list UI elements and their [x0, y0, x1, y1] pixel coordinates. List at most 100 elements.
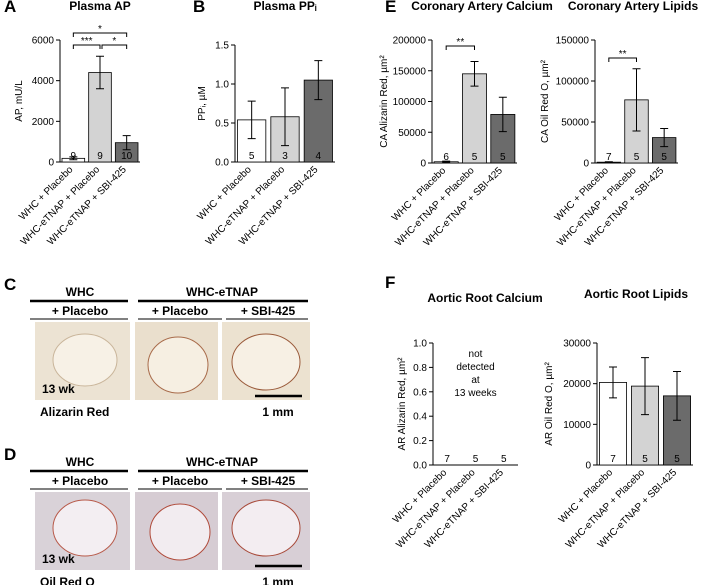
y-tick-label: 0.0: [215, 158, 229, 169]
panel-letter: B: [193, 0, 205, 16]
error-bar: [470, 61, 479, 87]
n-label: 5: [674, 454, 680, 465]
error-bar: [314, 60, 323, 101]
y-axis-label: PPᵢ, µM: [197, 86, 208, 121]
tissue: [149, 503, 211, 561]
n-label: 5: [661, 152, 667, 163]
treatment-label: + Placebo: [152, 474, 208, 488]
tissue: [147, 336, 209, 394]
group-label: WHC: [66, 285, 95, 299]
n-label: 6: [443, 152, 449, 163]
treatment-label: + SBI-425: [241, 304, 296, 318]
n-label: 10: [121, 151, 133, 162]
n-label: 5: [501, 454, 507, 465]
y-tick-label: 50000: [561, 118, 589, 129]
y-axis-label: AP, mU/L: [14, 80, 25, 122]
chart-title: Coronary Artery Lipids: [568, 0, 699, 13]
age-label: 13 wk: [42, 382, 75, 396]
annotation: at: [471, 375, 480, 386]
group-label: WHC-eTNAP: [186, 285, 258, 299]
y-tick-label: 200000: [393, 36, 427, 47]
significance-bracket: [72, 32, 128, 37]
significance-bracket: [101, 44, 128, 49]
error-bar: [442, 160, 451, 163]
y-tick-label: 0.5: [215, 119, 229, 130]
error-bar: [96, 55, 104, 90]
y-tick-label: 150000: [556, 36, 590, 47]
y-tick-label: 0.6: [413, 387, 427, 398]
y-tick-label: 100000: [393, 97, 427, 108]
age-label: 13 wk: [42, 552, 75, 566]
y-tick-label: 4000: [32, 76, 55, 87]
error-bar: [632, 68, 641, 132]
y-tick-label: 0: [583, 159, 589, 170]
panel-letter: A: [4, 0, 16, 16]
treatment-label: + Placebo: [152, 304, 208, 318]
error-bar: [498, 96, 507, 133]
y-tick-label: 1.0: [413, 339, 427, 350]
n-label: 7: [606, 152, 612, 163]
chart-title: Aortic Root Lipids: [584, 287, 688, 301]
chart-title: Coronary Artery Calcium: [411, 0, 553, 13]
y-tick-label: 20000: [563, 379, 591, 390]
error-bar: [122, 135, 131, 151]
y-axis-label: CA Alizarin Red, µm²: [379, 55, 390, 148]
scale-label: 1 mm: [262, 575, 293, 585]
n-label: 5: [634, 152, 640, 163]
y-tick-label: 0: [48, 158, 54, 169]
y-tick-label: 0.2: [413, 436, 427, 447]
n-label: 9: [97, 151, 103, 162]
n-label: 5: [500, 152, 506, 163]
y-tick-label: 100000: [556, 77, 590, 88]
significance-bracket: [608, 57, 637, 62]
annotation: detected: [456, 362, 494, 373]
annotation: not: [469, 349, 483, 360]
significance-bracket: [72, 44, 101, 49]
tissue: [231, 333, 301, 391]
significance-label: ***: [81, 36, 93, 47]
treatment-label: + SBI-425: [241, 474, 296, 488]
error-bar: [609, 366, 617, 399]
chart-title: Aortic Root Calcium: [427, 291, 542, 305]
y-tick-label: 1.5: [215, 41, 229, 52]
panel-letter: E: [385, 0, 396, 16]
chart-title: Plasma AP: [69, 0, 131, 13]
x-tick-label: WHC + Placebo: [557, 467, 616, 526]
y-tick-label: 6000: [32, 36, 55, 47]
y-tick-label: 0: [585, 461, 591, 472]
error-bar: [660, 128, 669, 148]
tissue: [231, 499, 301, 557]
n-label: 7: [610, 454, 616, 465]
stain-label: Oil Red O: [40, 575, 95, 585]
n-label: 7: [444, 454, 450, 465]
y-tick-label: 30000: [563, 339, 591, 350]
y-axis-label: CA Oil Red O, µm²: [540, 59, 551, 143]
significance-label: *: [98, 24, 102, 35]
panel-letter: C: [4, 275, 16, 294]
treatment-label: + Placebo: [52, 474, 108, 488]
y-tick-label: 50000: [398, 128, 426, 139]
histology-images: [35, 322, 310, 570]
stain-label: Alizarin Red: [40, 405, 109, 419]
y-tick-label: 0.8: [413, 363, 427, 374]
y-axis-label: AR Oil Red O, µm²: [544, 362, 555, 446]
significance-label: *: [112, 36, 116, 47]
group-label: WHC: [66, 455, 95, 469]
y-tick-label: 0: [420, 159, 426, 170]
error-bar: [604, 161, 613, 164]
panel-letter: F: [385, 273, 395, 292]
significance-label: **: [619, 49, 627, 60]
y-tick-label: 2000: [32, 117, 55, 128]
error-bar: [641, 357, 649, 416]
panel-letter: D: [4, 445, 16, 464]
tissue: [52, 333, 118, 387]
n-label: 5: [472, 152, 478, 163]
tissue: [52, 499, 118, 557]
y-tick-label: 1.0: [215, 80, 229, 91]
error-bar: [673, 370, 681, 421]
significance-label: **: [456, 37, 464, 48]
y-tick-label: 0.0: [413, 461, 427, 472]
n-label: 5: [249, 151, 255, 162]
y-axis-label: AR Alizarin Red, µm²: [397, 357, 408, 451]
